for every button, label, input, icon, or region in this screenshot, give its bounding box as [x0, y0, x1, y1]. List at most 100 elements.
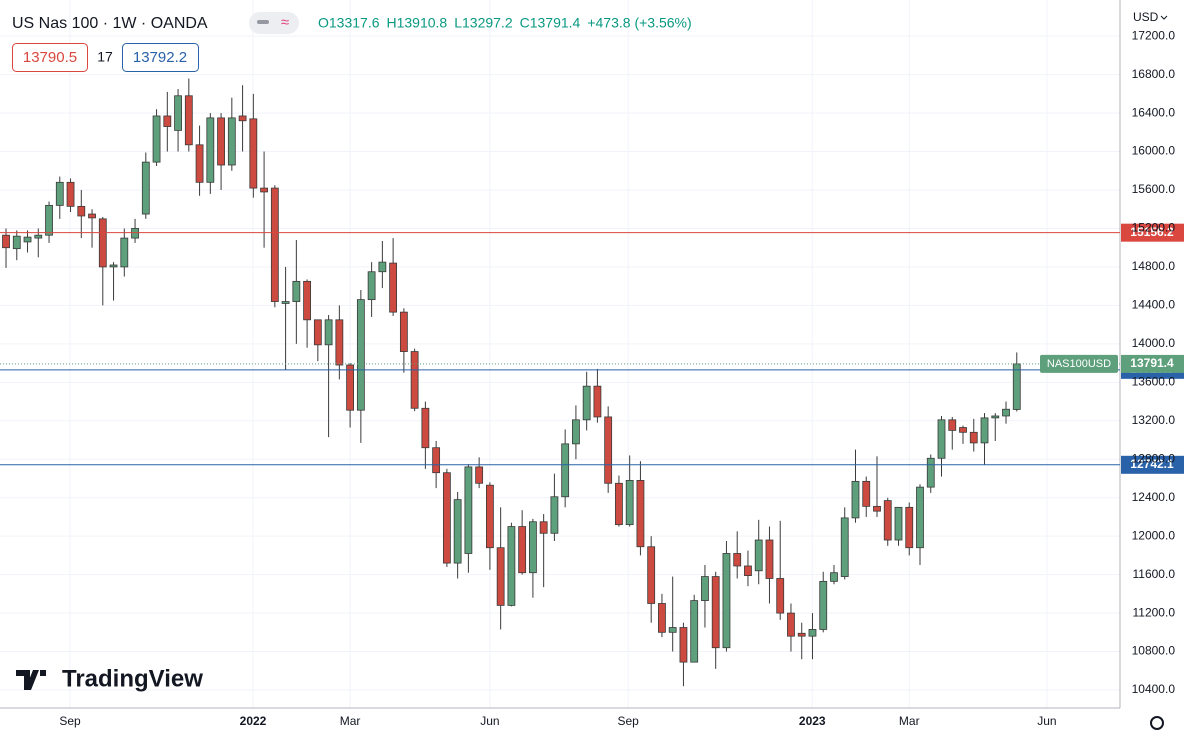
candle-body: [754, 539, 763, 572]
ohlc-value: C13791.4: [520, 15, 581, 31]
x-tick-label: Mar: [899, 714, 920, 728]
y-tick-label: 12000.0: [1132, 528, 1176, 542]
x-tick-label: Sep: [617, 714, 639, 728]
candle-body: [969, 431, 978, 444]
candle-body: [959, 427, 967, 433]
candle-body: [991, 415, 1000, 419]
candle-body: [88, 213, 96, 219]
ohlc-value: O13317.6: [318, 15, 380, 31]
y-tick-label: 12400.0: [1132, 490, 1176, 504]
candle-body: [668, 627, 677, 633]
indicator-toggle[interactable]: [249, 12, 299, 34]
candle-body: [625, 479, 634, 526]
wave-icon: ≈: [281, 14, 289, 31]
settings-icon[interactable]: [1150, 716, 1164, 730]
candle-body: [1012, 363, 1021, 410]
candle-body: [819, 580, 828, 630]
candle-body: [453, 499, 462, 564]
brand-logo: [16, 670, 46, 690]
candle-body: [34, 234, 43, 239]
candle-body: [442, 472, 451, 564]
candle-body: [109, 264, 118, 268]
candle-body: [980, 417, 989, 444]
price-label-box: [1121, 455, 1184, 474]
candle-body: [658, 603, 666, 633]
candle-body: [851, 480, 860, 519]
candle-body: [12, 235, 21, 250]
candle-body: [238, 115, 247, 122]
candle-body: [862, 480, 871, 507]
candle-body: [346, 364, 355, 411]
bid-price: 13790.5: [23, 49, 77, 66]
currency[interactable]: USD: [1133, 10, 1159, 24]
candle-body: [163, 115, 172, 127]
candle-body: [23, 236, 32, 243]
symbol-label: NAS100USD: [1047, 358, 1111, 370]
candle-body: [227, 117, 236, 166]
y-tick-label: 11600.0: [1133, 567, 1176, 581]
candle-body: [421, 407, 430, 449]
y-tick-label: 11200.0: [1133, 605, 1176, 619]
currency-caret: [1160, 15, 1168, 20]
candle-body: [711, 576, 720, 649]
candle-body: [561, 443, 570, 498]
y-tick-label: 10400.0: [1132, 682, 1176, 696]
candle-body: [733, 553, 742, 567]
candle-body: [292, 280, 301, 302]
candle-body: [948, 419, 957, 431]
ohlc-legend: O13317.6 H13910.8 L13297.2 C13791.4 +473.8 (…: [318, 15, 692, 31]
candle-body: [883, 500, 892, 541]
candle-body: [410, 351, 419, 409]
change: +473.8 (+3.56%): [587, 15, 691, 31]
y-tick-label: 13200.0: [1132, 413, 1176, 427]
candle-body: [2, 234, 10, 249]
y-tick-label: 15200.0: [1132, 221, 1176, 235]
candle-body: [905, 506, 914, 549]
price-label: 13791.4: [1130, 356, 1174, 370]
candle-body: [873, 505, 881, 512]
chart-title: US Nas 100 · 1W · OANDA: [12, 15, 208, 32]
candle-body: [937, 419, 946, 459]
candle-body: [120, 237, 129, 268]
y-tick-label: 16000.0: [1132, 144, 1176, 158]
candle-body: [776, 578, 785, 614]
ask-box[interactable]: [122, 43, 199, 72]
candle-body: [98, 218, 107, 268]
price-label: 15156.2: [1130, 225, 1174, 239]
brand-name: TradingView: [62, 665, 203, 692]
candle-body: [432, 447, 441, 474]
candle-body: [765, 539, 774, 579]
candle-body: [217, 117, 225, 166]
candle-body: [313, 319, 322, 346]
candle-body: [378, 261, 387, 273]
x-tick-label: Jun: [1037, 714, 1056, 728]
candle-body: [324, 319, 333, 346]
candle-body: [1002, 408, 1010, 417]
ask-price: 13792.2: [133, 49, 187, 66]
candle-body: [174, 95, 182, 131]
candle-body: [260, 187, 268, 193]
x-tick-label: Mar: [340, 714, 361, 728]
candle-body: [830, 572, 838, 582]
y-tick-label: 14400.0: [1132, 298, 1176, 312]
y-tick-label: 15600.0: [1132, 182, 1176, 196]
candle-body: [45, 204, 53, 236]
bid-box[interactable]: [12, 43, 88, 72]
candle-body: [475, 466, 484, 484]
candle-body: [335, 319, 344, 366]
candle-body: [926, 457, 935, 488]
candle-body: [615, 482, 623, 526]
x-tick-label: Jun: [480, 714, 499, 728]
y-tick-label: 16800.0: [1132, 67, 1176, 81]
candle-body: [894, 506, 903, 541]
candles: [2, 78, 1021, 687]
ohlc-value: L13297.2: [454, 15, 513, 31]
candle-body: [77, 205, 86, 217]
candle-body: [507, 526, 516, 606]
candle-body: [722, 553, 731, 649]
y-tick-label: 12800.0: [1132, 451, 1176, 465]
